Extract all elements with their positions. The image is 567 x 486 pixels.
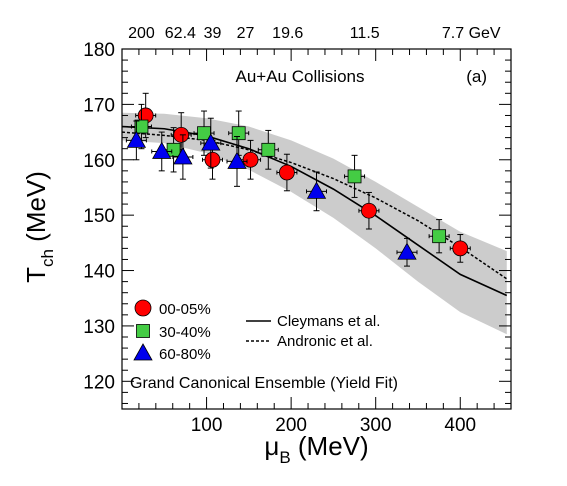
x-axis-title-symbol: μ bbox=[264, 431, 279, 461]
top-energy-label: 11.5 bbox=[350, 25, 380, 42]
top-energy-label: 27 bbox=[237, 25, 255, 42]
marker-triangle bbox=[306, 181, 327, 199]
point-circle-6 bbox=[449, 234, 471, 263]
top-energy-label: 62.4 bbox=[165, 25, 196, 42]
point-triangle-4 bbox=[226, 136, 248, 187]
y-axis-title-symbol: T bbox=[21, 267, 51, 283]
y-tick-label: 180 bbox=[83, 40, 115, 61]
y-tick-label: 140 bbox=[83, 262, 115, 283]
x-tick-label: 100 bbox=[191, 415, 223, 436]
uncertainty-band bbox=[122, 112, 507, 335]
band-shape bbox=[122, 112, 507, 335]
x-tick-label: 200 bbox=[275, 415, 307, 436]
point-square-6 bbox=[428, 219, 450, 254]
data-points bbox=[125, 92, 471, 267]
point-triangle-1 bbox=[151, 131, 173, 172]
point-triangle-0 bbox=[125, 120, 147, 161]
marker-circle bbox=[452, 240, 469, 257]
marker-triangle bbox=[201, 133, 221, 151]
marker-circle bbox=[279, 164, 295, 181]
legend-label: 60-80% bbox=[159, 346, 211, 363]
top-energy-label: 7.7 GeV bbox=[442, 25, 501, 42]
point-triangle-6 bbox=[396, 237, 418, 267]
top-energy-label: 200 bbox=[128, 25, 155, 42]
y-axis-title-unit: (MeV) bbox=[21, 171, 51, 249]
marker-square bbox=[166, 142, 181, 157]
legend-label: Andronic et al. bbox=[277, 333, 373, 350]
marker-square bbox=[134, 119, 149, 134]
legend-label: 30-40% bbox=[159, 324, 211, 341]
marker-circle bbox=[242, 151, 259, 168]
point-circle-4 bbox=[276, 153, 298, 192]
marker-square bbox=[261, 142, 276, 157]
x-axis-title: μB (MeV) bbox=[264, 431, 368, 467]
point-triangle-5 bbox=[306, 171, 327, 212]
legend-marker-triangle bbox=[133, 343, 153, 361]
marker-circle bbox=[204, 151, 221, 168]
x-axis-title-unit: (MeV) bbox=[291, 431, 369, 461]
x-axis-title-subscript: B bbox=[279, 448, 290, 467]
marker-square bbox=[347, 169, 362, 184]
marker-circle bbox=[361, 202, 377, 219]
top-energy-label: 39 bbox=[204, 25, 222, 42]
y-tick-label: 120 bbox=[83, 372, 115, 393]
marker-square bbox=[231, 126, 246, 141]
point-triangle-3 bbox=[200, 117, 222, 169]
annotation-system: Au+Au Collisions bbox=[236, 67, 365, 86]
y-tick-label: 130 bbox=[83, 317, 115, 338]
marker-triangle bbox=[126, 130, 147, 148]
y-tick-label: 160 bbox=[83, 151, 115, 172]
legend-label: Cleymans et al. bbox=[277, 313, 380, 330]
x-tick-label: 400 bbox=[444, 415, 476, 436]
point-triangle-2 bbox=[172, 134, 194, 180]
marker-triangle bbox=[227, 151, 247, 169]
annotation-method: Grand Canonical Ensemble (Yield Fit) bbox=[130, 375, 398, 392]
y-axis-title-subscript: ch bbox=[38, 249, 57, 267]
y-tick-label: 150 bbox=[83, 206, 115, 227]
legend-marker-circle bbox=[134, 299, 152, 317]
annotation-panel: (a) bbox=[466, 67, 487, 86]
marker-triangle bbox=[397, 242, 417, 260]
point-square-4 bbox=[257, 129, 279, 170]
point-circle-3 bbox=[240, 139, 262, 180]
y-tick-label: 170 bbox=[83, 95, 115, 116]
legend: 00-05% 30-40% 60-80% Cleymans et al. Androni… bbox=[133, 299, 380, 363]
point-square-5 bbox=[344, 154, 366, 198]
axes: 100 200 300 400 120 130 140 150 160 170 180 bbox=[83, 40, 512, 436]
y-axis-title: Tch (MeV) bbox=[21, 171, 57, 283]
x-tick-label: 300 bbox=[360, 415, 392, 436]
marker-square bbox=[432, 229, 447, 244]
top-energy-label: 19.6 bbox=[272, 25, 303, 42]
legend-label: 00-05% bbox=[159, 301, 211, 318]
marker-triangle bbox=[152, 141, 172, 159]
legend-marker-square bbox=[136, 324, 150, 338]
point-circle-5 bbox=[358, 191, 380, 230]
marker-triangle bbox=[173, 147, 193, 165]
point-square-1 bbox=[163, 127, 185, 173]
plot-frame bbox=[121, 48, 512, 410]
